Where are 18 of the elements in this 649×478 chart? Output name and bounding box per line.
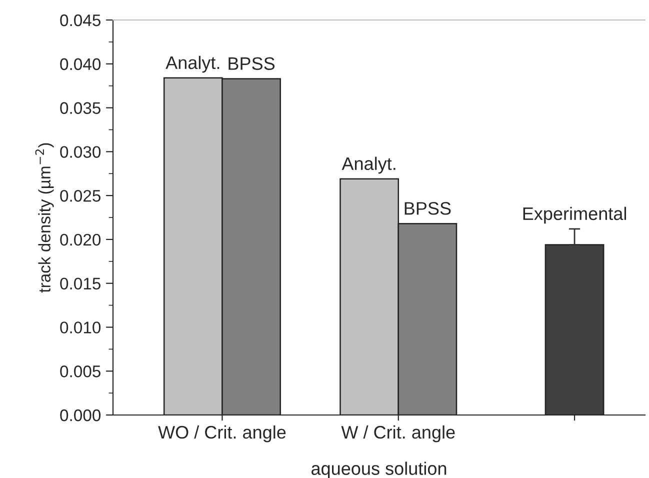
y-axis-title: track density (µm$^{−2}$) xyxy=(35,143,54,293)
x-tick-label: WO / Crit. angle xyxy=(158,425,286,442)
y-tick-label: 0.030 xyxy=(60,146,101,158)
text: BPSS xyxy=(404,202,451,215)
y-tick-label: 0.005 xyxy=(60,366,100,378)
y-tick-label: 0.000 xyxy=(60,409,101,422)
y-tick-label: 0.010 xyxy=(60,322,101,334)
y-tick-label: 0.045 xyxy=(60,14,100,26)
x-tick-label: W / Crit. angle xyxy=(341,425,455,442)
y-tick-label: 0.020 xyxy=(60,234,101,246)
series-label: BPSS xyxy=(228,57,275,70)
y-tick-label: 0.040 xyxy=(60,58,101,70)
y-tick-label: 0.035 xyxy=(60,102,100,114)
series-label: Analyt. xyxy=(342,156,396,174)
y-tick-label: 0.015 xyxy=(60,278,100,290)
series-label: Experimental xyxy=(523,206,626,224)
text: Analyt. xyxy=(166,56,220,73)
y-tick-label: 0.025 xyxy=(60,190,100,202)
